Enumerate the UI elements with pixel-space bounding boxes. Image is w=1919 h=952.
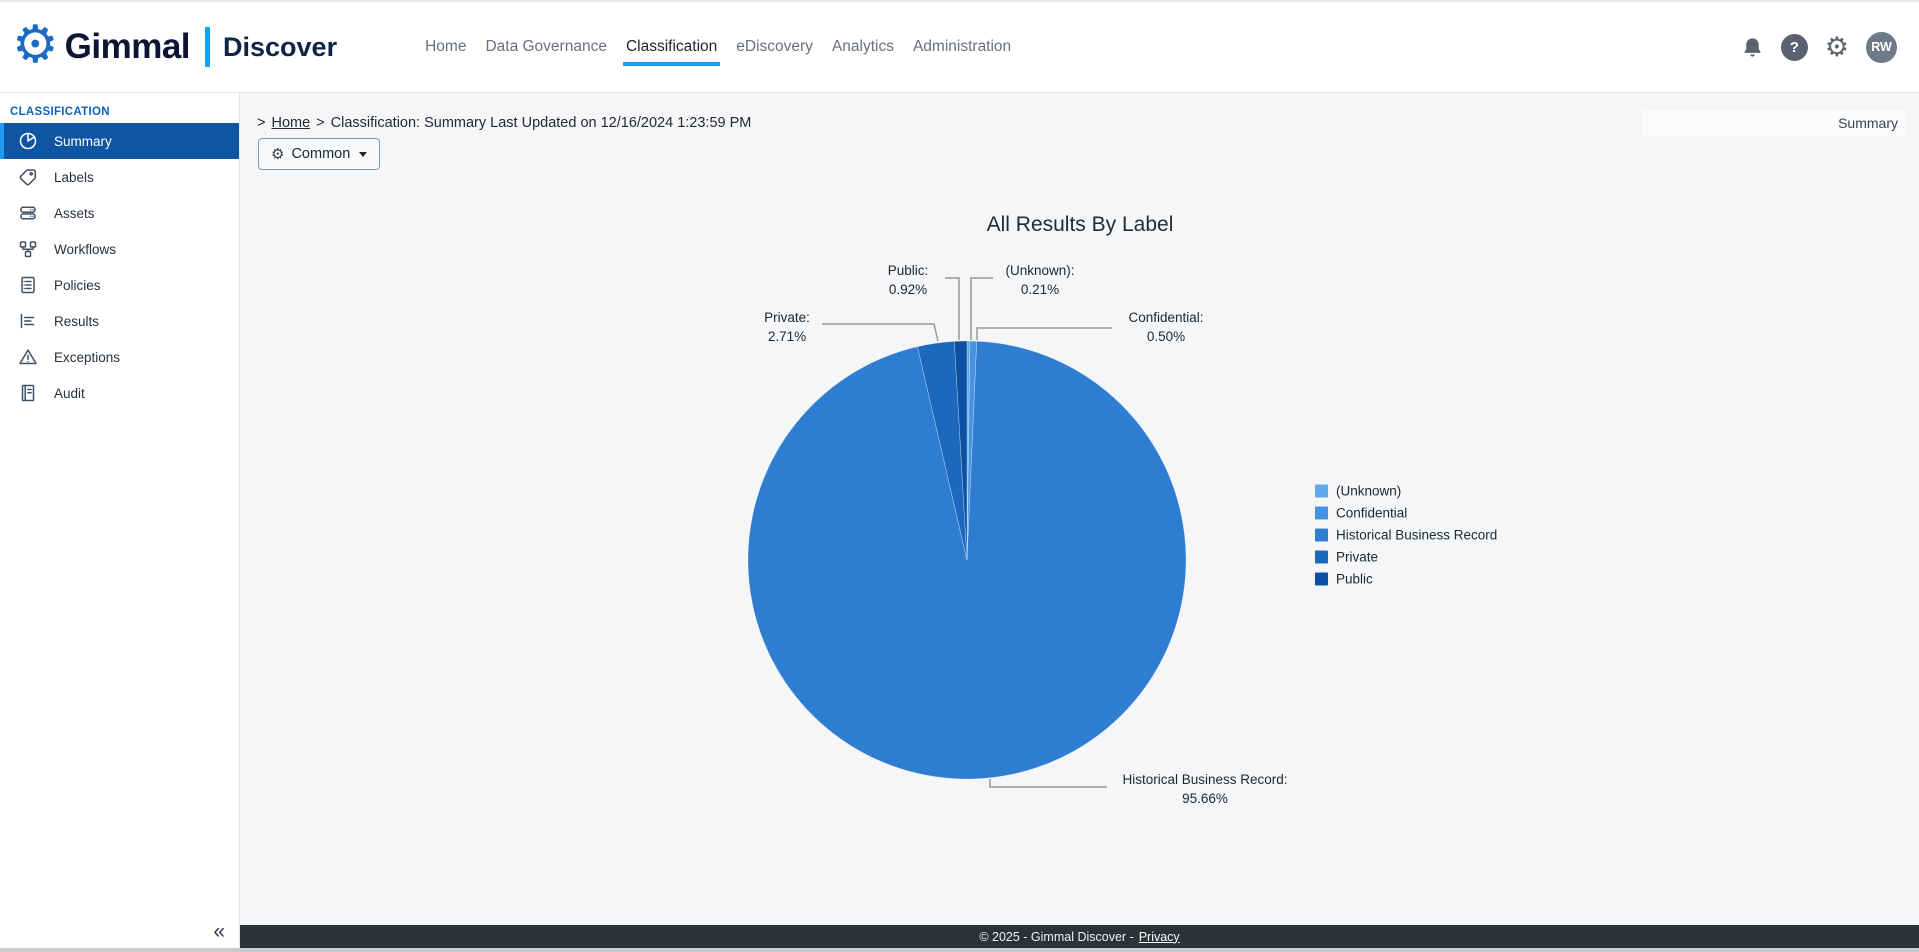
pie-slice-private[interactable] xyxy=(917,341,968,561)
sidebar-item-label: Exceptions xyxy=(54,349,121,365)
pie-chart: All Results By Label (Unknown): 0.21% Conf… xyxy=(747,213,1497,806)
sidebar-item-label: Audit xyxy=(54,385,85,401)
legend-item-historical-business-record[interactable]: Historical Business Record xyxy=(1315,528,1497,543)
legend-item-private[interactable]: Private xyxy=(1315,550,1378,565)
brand-product: Discover xyxy=(223,31,338,62)
callout-leader-line xyxy=(822,323,939,342)
user-avatar[interactable]: RW xyxy=(1866,31,1897,63)
callout-leader-line xyxy=(989,779,1107,788)
sidebar-section-label: CLASSIFICATION xyxy=(10,106,110,118)
nav-item-classification[interactable]: Classification xyxy=(622,38,721,66)
legend-item-public[interactable]: Public xyxy=(1315,572,1373,587)
sidebar-item-workflows[interactable]: Workflows xyxy=(0,231,239,267)
brand-divider xyxy=(205,27,211,67)
breadcrumb: > Home > Classification: Summary Last Up… xyxy=(257,115,751,131)
gimmal-gear-logo-icon: ⚙ xyxy=(12,16,59,74)
breadcrumb-current: Classification: Summary Last Updated on … xyxy=(330,115,752,131)
legend-label: Historical Business Record xyxy=(1336,528,1497,543)
settings-gear-icon[interactable]: ⚙ xyxy=(1824,31,1849,62)
help-icon[interactable]: ? xyxy=(1780,33,1808,61)
legend-swatch xyxy=(1315,506,1328,520)
legend-swatch xyxy=(1315,484,1328,498)
breadcrumb-home-link[interactable]: Home xyxy=(271,115,311,131)
pie-slice-confidential[interactable] xyxy=(966,340,978,561)
sidebar-item-policies[interactable]: Policies xyxy=(0,267,239,303)
breadcrumb-separator: > xyxy=(316,115,325,131)
pie-slice--unknown-[interactable] xyxy=(966,340,971,561)
chart-title: All Results By Label xyxy=(987,213,1174,236)
nav-item-home[interactable]: Home xyxy=(425,38,467,55)
privacy-link[interactable]: Privacy xyxy=(1138,929,1180,944)
notifications-bell-icon[interactable] xyxy=(1741,35,1764,60)
sidebar-item-label: Workflows xyxy=(54,241,117,257)
main-content: > Home > Classification: Summary Last Up… xyxy=(240,93,1919,925)
legend-label: Public xyxy=(1336,572,1373,587)
main-nav: Home Data Governance Classification eDis… xyxy=(425,38,1012,66)
slice-callout-label: Confidential: 0.50% xyxy=(1128,310,1203,344)
legend-item-confidential[interactable]: Confidential xyxy=(1315,506,1407,521)
server-icon xyxy=(20,206,36,220)
results-list-icon xyxy=(20,313,35,329)
sidebar-item-label: Results xyxy=(54,313,100,329)
footer-copyright: © 2025 - Gimmal Discover - xyxy=(979,929,1134,944)
page-title: Summary xyxy=(1838,115,1898,131)
pie-slice-historical-business-record[interactable] xyxy=(747,340,1187,780)
slice-callout-label: Private: 2.71% xyxy=(764,310,810,344)
breadcrumb-separator: > xyxy=(257,115,266,131)
gear-icon: ⚙ xyxy=(271,145,285,163)
legend-swatch xyxy=(1315,550,1328,564)
pie-chart-icon xyxy=(19,132,37,150)
brand: ⚙ Gimmal Discover xyxy=(12,16,338,74)
sidebar: CLASSIFICATION Summary Labels Assets Wor… xyxy=(0,93,240,948)
app-header: ⚙ Gimmal Discover Home Data Governance C… xyxy=(0,0,1919,93)
slice-callout-label: Historical Business Record: 95.66% xyxy=(1122,772,1287,806)
sidebar-item-label: Assets xyxy=(54,205,95,221)
workflow-icon xyxy=(19,241,37,258)
legend-label: (Unknown) xyxy=(1336,484,1401,499)
book-icon xyxy=(21,384,35,402)
sidebar-item-label: Summary xyxy=(54,133,112,149)
pie-slice-public[interactable] xyxy=(954,340,968,561)
bottom-strip xyxy=(0,948,1919,952)
common-dropdown-label: Common xyxy=(291,146,351,162)
nav-item-data-governance[interactable]: Data Governance xyxy=(485,38,607,55)
header-actions: ? ⚙ RW xyxy=(1741,31,1897,63)
sidebar-collapse-button[interactable]: « xyxy=(213,920,225,943)
chevron-down-icon xyxy=(359,151,368,157)
callout-leader-line xyxy=(976,327,1112,340)
nav-item-administration[interactable]: Administration xyxy=(912,38,1012,55)
warning-triangle-icon xyxy=(19,349,37,365)
sidebar-item-summary[interactable]: Summary xyxy=(0,123,239,159)
slice-callout-label: Public: 0.92% xyxy=(888,263,929,297)
legend-label: Confidential xyxy=(1336,506,1407,521)
sidebar-item-results[interactable]: Results xyxy=(0,303,239,339)
sidebar-item-label: Policies xyxy=(54,277,101,293)
legend-label: Private xyxy=(1336,550,1378,565)
sidebar-item-audit[interactable]: Audit xyxy=(0,375,239,411)
common-dropdown-button[interactable]: ⚙ Common xyxy=(258,138,381,170)
callout-leader-line xyxy=(970,277,993,340)
sidebar-item-label: Labels xyxy=(54,169,94,185)
nav-item-ediscovery[interactable]: eDiscovery xyxy=(736,38,813,55)
callout-leader-line xyxy=(945,277,960,340)
sidebar-item-labels[interactable]: Labels xyxy=(0,159,239,195)
legend-swatch xyxy=(1315,572,1328,586)
footer: © 2025 - Gimmal Discover - Privacy xyxy=(240,925,1919,948)
slice-callout-label: (Unknown): 0.21% xyxy=(1005,263,1074,297)
tag-icon xyxy=(19,169,36,186)
legend-item--unknown-[interactable]: (Unknown) xyxy=(1315,484,1401,499)
sidebar-item-exceptions[interactable]: Exceptions xyxy=(0,339,239,375)
legend-swatch xyxy=(1315,528,1328,542)
nav-item-analytics[interactable]: Analytics xyxy=(831,38,894,55)
page-title-band: Summary xyxy=(1643,110,1906,136)
sidebar-item-assets[interactable]: Assets xyxy=(0,195,239,231)
list-document-icon xyxy=(21,276,35,294)
brand-name: Gimmal xyxy=(64,27,191,66)
